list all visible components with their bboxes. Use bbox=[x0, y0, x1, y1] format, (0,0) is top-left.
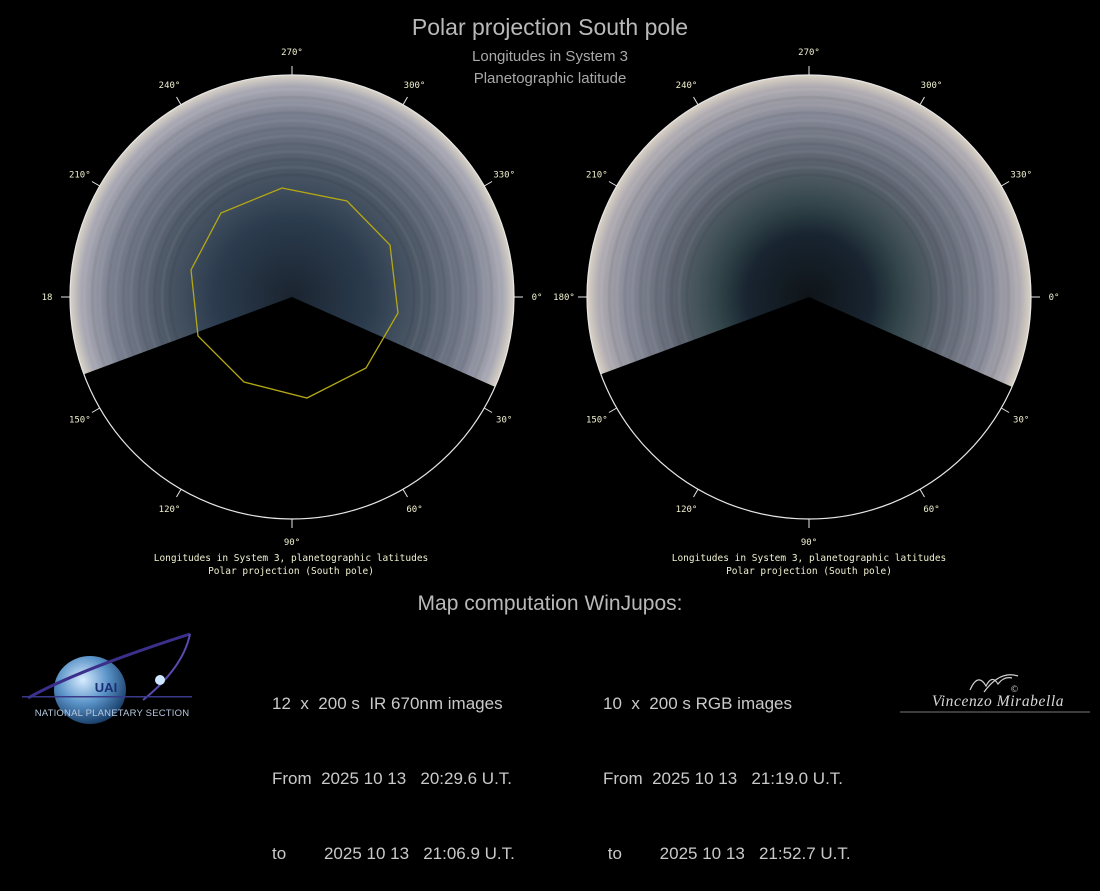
logo-section-name: NATIONAL PLANETARY SECTION bbox=[34, 708, 190, 719]
ir-image-info: 12 x 200 s IR 670nm images From 2025 10 … bbox=[272, 641, 515, 891]
longitude-label: 270° bbox=[798, 48, 820, 58]
longitude-tick bbox=[693, 96, 699, 105]
longitude-label: 0° bbox=[1049, 293, 1060, 303]
longitude-label: 330° bbox=[493, 171, 515, 181]
polar-feature-outline bbox=[190, 187, 399, 399]
map-computation-heading: Map computation WinJupos: bbox=[417, 592, 683, 615]
ir-start-time: From 2025 10 13 20:29.6 U.T. bbox=[272, 769, 513, 788]
longitude-label: 120° bbox=[159, 505, 181, 515]
longitude-tick bbox=[402, 96, 408, 105]
author-signature: Vincenzo Mirabella bbox=[931, 693, 1065, 710]
longitude-tick bbox=[402, 489, 408, 498]
copyright-mark: © bbox=[1010, 685, 1019, 695]
ir-caption-line-1: Longitudes in System 3, planetographic l… bbox=[153, 553, 429, 564]
longitude-tick bbox=[608, 181, 617, 187]
unmapped-region bbox=[599, 297, 1019, 519]
longitude-label: 270° bbox=[281, 48, 303, 58]
rgb-image-info: 10 x 200 s RGB images From 2025 10 13 21… bbox=[603, 641, 851, 891]
longitude-tick bbox=[1001, 181, 1010, 187]
longitude-label: 150° bbox=[69, 416, 91, 426]
longitude-label: 300° bbox=[921, 81, 943, 91]
page-title: Polar projection South pole bbox=[411, 14, 689, 40]
ir-polar-map: 270° 240° 210° 18 150° 120° 90° 60° 30° 0° 330° 300… bbox=[42, 48, 543, 548]
rgb-map-caption: Longitudes in System 3, planetographic l… bbox=[619, 552, 999, 578]
longitude-tick bbox=[176, 96, 182, 105]
rgb-caption-line-1: Longitudes in System 3, planetographic l… bbox=[671, 553, 947, 564]
page-subtitle-system: Longitudes in System 3 bbox=[472, 48, 628, 65]
longitude-label: 30° bbox=[496, 416, 512, 426]
ir-caption-line-2: Polar projection (South pole) bbox=[208, 566, 374, 577]
rgb-image-count: 10 x 200 s RGB images bbox=[603, 694, 792, 713]
longitude-label: 60° bbox=[923, 505, 939, 515]
longitude-tick bbox=[919, 489, 925, 498]
longitude-label: 240° bbox=[159, 81, 181, 91]
signature-flourish bbox=[900, 674, 1090, 713]
longitude-tick bbox=[608, 407, 617, 413]
longitude-label: 210° bbox=[69, 171, 91, 181]
longitude-label: 90° bbox=[801, 538, 817, 548]
longitude-label: 210° bbox=[586, 171, 608, 181]
longitude-label: 60° bbox=[406, 505, 422, 515]
longitude-label: 150° bbox=[586, 416, 608, 426]
longitude-tick bbox=[91, 407, 100, 413]
longitude-label: 120° bbox=[676, 505, 698, 515]
longitude-tick bbox=[176, 489, 182, 498]
longitude-label: 30° bbox=[1013, 416, 1029, 426]
longitude-label: 90° bbox=[284, 538, 300, 548]
page-subtitle-latitude: Planetographic latitude bbox=[473, 70, 627, 87]
longitude-tick bbox=[91, 181, 100, 187]
longitude-tick bbox=[919, 96, 925, 105]
rgb-start-time: From 2025 10 13 21:19.0 U.T. bbox=[603, 769, 844, 788]
longitude-label: 0° bbox=[532, 293, 543, 303]
longitude-tick bbox=[484, 407, 493, 413]
rgb-end-time: to 2025 10 13 21:52.7 U.T. bbox=[603, 844, 851, 863]
longitude-label: 180° bbox=[553, 293, 575, 303]
ir-image-count: 12 x 200 s IR 670nm images bbox=[272, 694, 503, 713]
longitude-tick bbox=[1001, 407, 1010, 413]
longitude-tick bbox=[484, 181, 493, 187]
ir-end-time: to 2025 10 13 21:06.9 U.T. bbox=[272, 844, 515, 863]
unmapped-region bbox=[82, 297, 502, 519]
polar-maps: 270° 240° 210° 18 150° 120° 90° 60° 30° 0° 330° 300… bbox=[42, 48, 1060, 548]
longitude-label: 240° bbox=[676, 81, 698, 91]
longitude-tick bbox=[693, 489, 699, 498]
longitude-label: 300° bbox=[404, 81, 426, 91]
longitude-label: 330° bbox=[1010, 171, 1032, 181]
rgb-caption-line-2: Polar projection (South pole) bbox=[726, 566, 892, 577]
logo-acronym: UAI bbox=[95, 680, 117, 695]
ir-map-caption: Longitudes in System 3, planetographic l… bbox=[101, 552, 481, 578]
rgb-polar-map: 270° 240° 210° 180° 150° 120° 90° 60° 30° 0° 330° 3… bbox=[553, 48, 1059, 548]
uai-logo: UAI bbox=[22, 632, 192, 724]
longitude-label: 18 bbox=[42, 293, 53, 303]
